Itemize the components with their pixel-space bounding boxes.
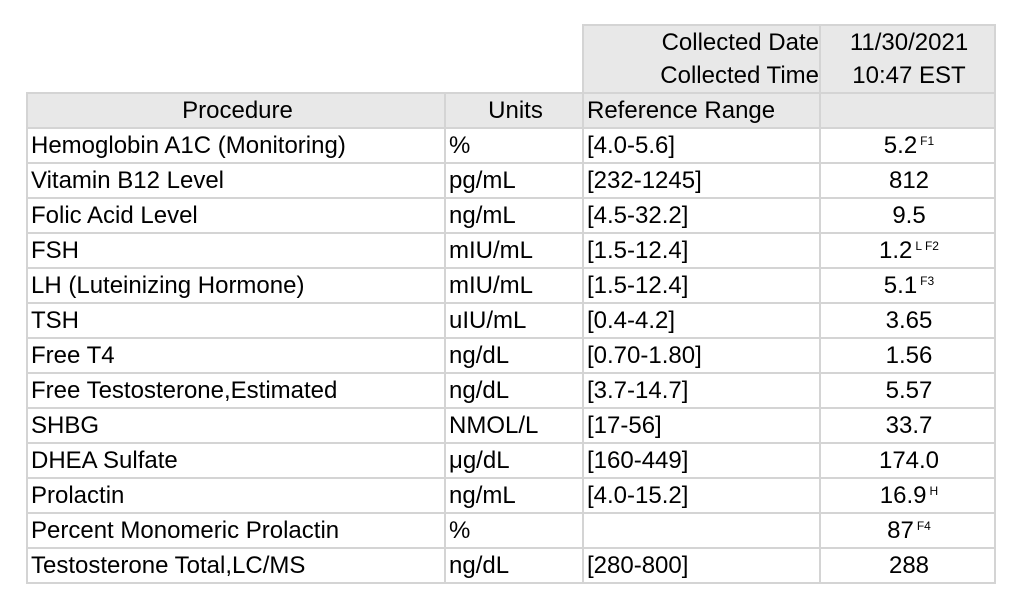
result-value: 9.5: [892, 202, 926, 229]
collected-date-label: Collected Date: [661, 29, 819, 56]
reference-range-cell: [3.7-14.7]: [582, 372, 821, 409]
units-cell: ng/mL: [444, 197, 584, 234]
units-cell: %: [444, 512, 584, 549]
collection-labels-cell: Collected Date Collected Time: [582, 24, 821, 94]
result-flag: L F2: [915, 239, 939, 253]
reference-range-header: Reference Range: [582, 92, 821, 129]
reference-range-cell: [4.0-15.2]: [582, 477, 821, 514]
result-value: 87: [887, 517, 914, 544]
procedure-cell: FSH: [26, 232, 446, 269]
result-cell: 16.9 H: [819, 477, 996, 514]
units-cell: ng/mL: [444, 477, 584, 514]
table-row: FSH mIU/mL [1.5-12.4] 1.2 L F2: [26, 232, 996, 269]
reference-range-cell: [160-449]: [582, 442, 821, 479]
procedure-cell: Testosterone Total,LC/MS: [26, 547, 446, 584]
table-row: SHBG NMOL/L [17-56] 33.7: [26, 407, 996, 444]
table-row: Folic Acid Level ng/mL [4.5-32.2] 9.5: [26, 197, 996, 234]
procedure-cell: TSH: [26, 302, 446, 339]
collection-info-row: Collected Date Collected Time 11/30/2021…: [27, 24, 996, 94]
procedure-cell: Free Testosterone,Estimated: [26, 372, 446, 409]
result-cell: 9.5: [819, 197, 996, 234]
procedure-cell: DHEA Sulfate: [26, 442, 446, 479]
procedure-cell: Prolactin: [26, 477, 446, 514]
reference-range-cell: [0.4-4.2]: [582, 302, 821, 339]
procedure-cell: LH (Luteinizing Hormone): [26, 267, 446, 304]
table-row: Free Testosterone,Estimated ng/dL [3.7-14.…: [26, 372, 996, 409]
empty-corner: [27, 25, 583, 93]
result-cell: 1.2 L F2: [819, 232, 996, 269]
units-cell: uIU/mL: [444, 302, 584, 339]
reference-range-cell: [232-1245]: [582, 162, 821, 199]
result-value: 5.57: [885, 377, 933, 404]
result-flag: F4: [916, 519, 931, 533]
reference-range-cell: [582, 512, 821, 549]
reference-range-cell: [1.5-12.4]: [582, 232, 821, 269]
result-cell: 87 F4: [819, 512, 996, 549]
result-value: 33.7: [885, 412, 933, 439]
collected-time-value: 10:47 EST: [852, 62, 966, 89]
procedure-cell: Free T4: [26, 337, 446, 374]
units-cell: pg/mL: [444, 162, 584, 199]
units-cell: μg/dL: [444, 442, 584, 479]
result-value: 1.56: [885, 342, 933, 369]
result-value: 5.2: [883, 132, 918, 159]
table-row: Hemoglobin A1C (Monitoring)% [4.0-5.6] 5.2…: [26, 127, 996, 164]
result-flag: H: [929, 484, 939, 498]
reference-range-cell: [280-800]: [582, 547, 821, 584]
result-value: 5.1: [883, 272, 918, 299]
units-cell: mIU/mL: [444, 232, 584, 269]
collection-values-cell: 11/30/2021 10:47 EST: [819, 24, 996, 94]
result-value: 174.0: [878, 447, 940, 474]
procedure-cell: Folic Acid Level: [26, 197, 446, 234]
result-flag: F3: [920, 274, 935, 288]
units-cell: NMOL/L: [444, 407, 584, 444]
result-cell: 33.7: [819, 407, 996, 444]
result-cell: 3.65: [819, 302, 996, 339]
result-value: 288: [888, 552, 930, 579]
procedure-cell: Percent Monomeric Prolactin: [26, 512, 446, 549]
result-cell: 5.2 F1: [819, 127, 996, 164]
procedure-header: Procedure: [26, 92, 446, 129]
result-cell: 812: [819, 162, 996, 199]
result-value: 3.65: [885, 307, 933, 334]
lab-results-container: Collected Date Collected Time 11/30/2021…: [26, 24, 996, 584]
lab-results-table: Collected Date Collected Time 11/30/2021…: [26, 24, 996, 584]
table-row: Vitamin B12 Level pg/mL [232-1245] 812: [26, 162, 996, 199]
table-row: Prolactin ng/mL [4.0-15.2] 16.9 H: [26, 477, 996, 514]
result-header: [819, 92, 996, 129]
reference-range-cell: [4.0-5.6]: [582, 127, 821, 164]
results-body: Hemoglobin A1C (Monitoring)% [4.0-5.6] 5.2…: [26, 127, 996, 584]
column-header-row: Procedure Units Reference Range: [26, 92, 996, 129]
units-cell: ng/dL: [444, 547, 584, 584]
procedure-cell: Vitamin B12 Level: [26, 162, 446, 199]
collected-date-value: 11/30/2021: [849, 29, 969, 56]
collected-time-label: Collected Time: [660, 62, 819, 89]
table-row: Free T4 ng/dL [0.70-1.80] 1.56: [26, 337, 996, 374]
reference-range-cell: [4.5-32.2]: [582, 197, 821, 234]
result-value: 16.9: [879, 482, 927, 509]
reference-range-cell: [0.70-1.80]: [582, 337, 821, 374]
result-flag: F1: [920, 134, 935, 148]
table-row: LH (Luteinizing Hormone) mIU/mL [1.5-12.4]…: [26, 267, 996, 304]
reference-range-cell: [1.5-12.4]: [582, 267, 821, 304]
procedure-cell: SHBG: [26, 407, 446, 444]
reference-range-cell: [17-56]: [582, 407, 821, 444]
result-cell: 5.57: [819, 372, 996, 409]
table-row: TSH uIU/mL [0.4-4.2] 3.65: [26, 302, 996, 339]
procedure-cell: Hemoglobin A1C (Monitoring): [26, 127, 446, 164]
units-cell: %: [444, 127, 584, 164]
result-cell: 5.1 F3: [819, 267, 996, 304]
result-value: 812: [888, 167, 930, 194]
units-header: Units: [444, 92, 584, 129]
result-cell: 1.56: [819, 337, 996, 374]
result-value: 1.2: [879, 237, 913, 264]
units-cell: ng/dL: [444, 372, 584, 409]
result-cell: 174.0: [819, 442, 996, 479]
units-cell: mIU/mL: [444, 267, 584, 304]
table-row: DHEA Sulfate μg/dL [160-449] 174.0: [26, 442, 996, 479]
table-row: Percent Monomeric Prolactin% 87 F4: [26, 512, 996, 549]
units-cell: ng/dL: [444, 337, 584, 374]
result-cell: 288: [819, 547, 996, 584]
table-row: Testosterone Total,LC/MS ng/dL [280-800] 28…: [26, 547, 996, 584]
